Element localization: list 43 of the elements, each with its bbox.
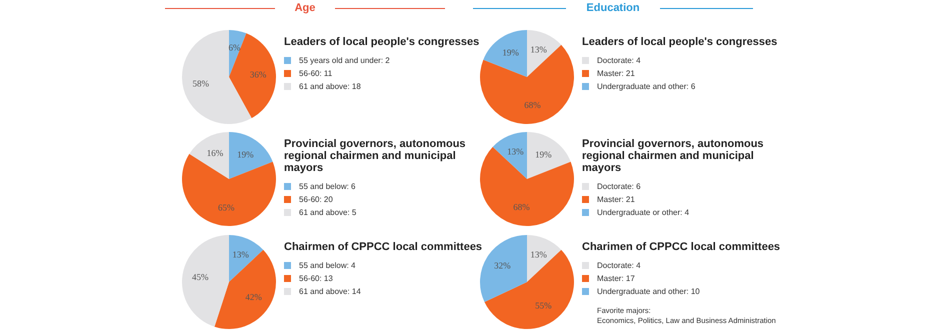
legend-label: 55 years old and under: 2 [299, 55, 390, 67]
text: Leaders of local people's congresses [582, 36, 778, 48]
text: Leaders of local people's congresses [284, 36, 480, 48]
legend-label: Undergraduate and other: 6 [597, 81, 696, 93]
text: Education [585, 2, 641, 14]
legend-label: 56-60: 20 [299, 194, 333, 206]
text: Charimen of CPPCC local committees [582, 241, 782, 253]
data-label: 36% [250, 70, 267, 80]
text: Age [294, 2, 316, 14]
data-label: 19% [535, 149, 552, 160]
legend-label: Undergraduate and other: 10 [597, 286, 700, 298]
data-label: 19% [502, 47, 520, 58]
data-label: 19% [237, 149, 254, 160]
data-label: 13% [530, 250, 548, 260]
legend-label: Doctorate: 4 [597, 55, 641, 67]
data-label: 58% [192, 78, 210, 89]
legend-label: 56-60: 11 [299, 68, 332, 80]
data-label: 55% [535, 300, 552, 310]
legend-label: 61 and above: 5 [299, 207, 356, 219]
data-label: 68% [524, 100, 542, 110]
legend-label: 56-60: 13 [299, 273, 333, 285]
legend-label: Undergraduate or other: 4 [597, 207, 690, 219]
data-label: 13% [507, 146, 524, 157]
legend-label: Doctorate: 4 [597, 260, 641, 272]
legend-label: Master: 21 [597, 194, 635, 206]
data-label: 16% [206, 148, 224, 158]
data-label: 68% [513, 202, 530, 212]
legend-label: Master: 17 [597, 273, 635, 285]
data-label: 65% [218, 202, 236, 212]
data-label: 45% [192, 272, 209, 282]
legend-label: 55 and below: 4 [299, 260, 356, 272]
text: Provincial governors, autonomous regional chairmen and municipal mayors [284, 138, 467, 174]
legend-label: 55 and below: 6 [299, 181, 356, 193]
data-label: 32% [494, 260, 512, 271]
legend-label: Doctorate: 6 [597, 181, 641, 193]
data-label: 13% [530, 44, 548, 55]
data-label: 42% [245, 292, 262, 302]
legend-label: 61 and above: 18 [299, 81, 361, 93]
text: Chairmen of CPPCC local committees [284, 241, 484, 253]
legend-label: Master: 21 [597, 68, 635, 80]
legend-label: 61 and above: 14 [299, 286, 361, 298]
data-label: 13% [232, 250, 250, 260]
text: Provincial governors, autonomous regional chairmen and municipal mayors [582, 138, 765, 174]
